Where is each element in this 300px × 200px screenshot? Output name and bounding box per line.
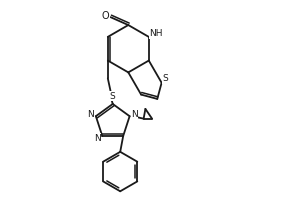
Text: N: N — [94, 134, 101, 143]
Text: O: O — [102, 11, 110, 21]
Text: NH: NH — [149, 29, 163, 38]
Text: N: N — [88, 110, 94, 119]
Text: S: S — [163, 74, 168, 83]
Text: S: S — [109, 92, 115, 101]
Text: N: N — [131, 110, 138, 119]
